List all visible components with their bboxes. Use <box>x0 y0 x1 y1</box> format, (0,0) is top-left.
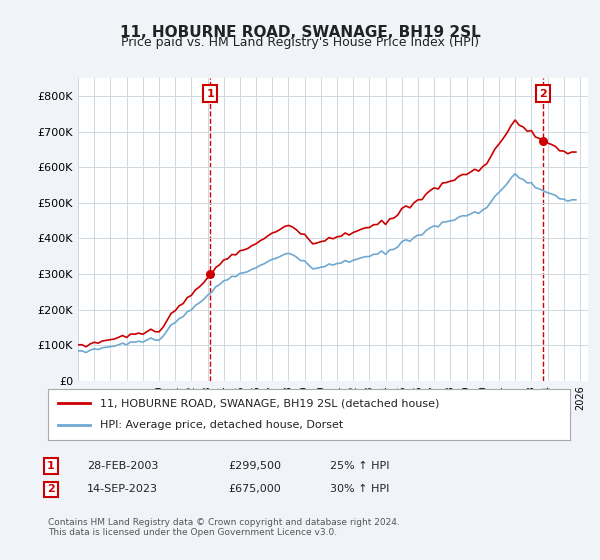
Text: 14-SEP-2023: 14-SEP-2023 <box>87 484 158 494</box>
Text: £299,500: £299,500 <box>228 461 281 471</box>
Text: Price paid vs. HM Land Registry's House Price Index (HPI): Price paid vs. HM Land Registry's House … <box>121 36 479 49</box>
Text: 30% ↑ HPI: 30% ↑ HPI <box>330 484 389 494</box>
Text: Contains HM Land Registry data © Crown copyright and database right 2024.
This d: Contains HM Land Registry data © Crown c… <box>48 518 400 538</box>
Text: 25% ↑ HPI: 25% ↑ HPI <box>330 461 389 471</box>
Text: 2: 2 <box>47 484 55 494</box>
Text: HPI: Average price, detached house, Dorset: HPI: Average price, detached house, Dors… <box>100 421 343 431</box>
Text: 28-FEB-2003: 28-FEB-2003 <box>87 461 158 471</box>
Text: 11, HOBURNE ROAD, SWANAGE, BH19 2SL: 11, HOBURNE ROAD, SWANAGE, BH19 2SL <box>119 25 481 40</box>
Point <box>538 136 548 145</box>
Text: 11, HOBURNE ROAD, SWANAGE, BH19 2SL (detached house): 11, HOBURNE ROAD, SWANAGE, BH19 2SL (det… <box>100 398 440 408</box>
Text: 1: 1 <box>47 461 55 471</box>
Text: 1: 1 <box>206 88 214 99</box>
Text: £675,000: £675,000 <box>228 484 281 494</box>
Text: 2: 2 <box>539 88 547 99</box>
Point <box>205 270 215 279</box>
